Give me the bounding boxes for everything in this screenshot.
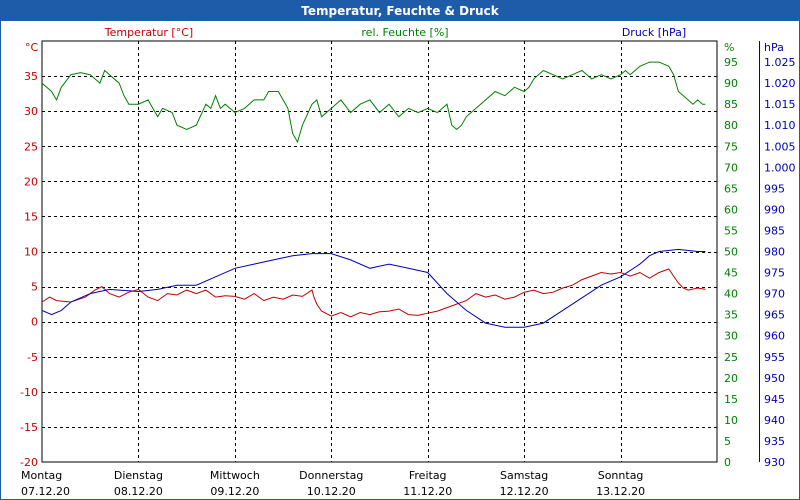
x-tick-day-label: Montag: [21, 469, 62, 482]
temperature-axis-title: Temperatur [°C]: [104, 26, 193, 39]
x-tick-day-label: Mittwoch: [210, 469, 260, 482]
humidity-tick-label: 35: [724, 309, 738, 322]
humidity-tick-label: 80: [724, 119, 738, 132]
pressure-tick-label: 990: [764, 203, 785, 216]
humidity-tick-label: 60: [724, 203, 738, 216]
pressure-tick-label: 950: [764, 372, 785, 385]
temperature-tick-label: 0: [31, 316, 38, 329]
temperature-tick-label: -15: [20, 421, 38, 434]
pressure-tick-label: 980: [764, 246, 785, 259]
x-tick-date-label: 08.12.20: [114, 485, 163, 498]
x-tick-date-label: 12.12.20: [500, 485, 549, 498]
pressure-tick-label: 1.020: [764, 77, 796, 90]
humidity-tick-label: 70: [724, 161, 738, 174]
temperature-tick-label: 30: [24, 105, 38, 118]
humidity-tick-label: 30: [724, 330, 738, 343]
pressure-tick-label: 960: [764, 330, 785, 343]
x-tick-day-label: Freitag: [409, 469, 447, 482]
pressure-tick-label: 930: [764, 456, 785, 469]
pressure-tick-label: 945: [764, 393, 785, 406]
pressure-series-line: [41, 248, 706, 328]
pressure-unit: hPa: [764, 41, 784, 54]
pressure-tick-label: 995: [764, 182, 785, 195]
pressure-tick-label: 1.015: [764, 98, 796, 111]
pressure-tick-label: 1.010: [764, 119, 796, 132]
humidity-tick-label: 65: [724, 182, 738, 195]
humidity-tick-label: 75: [724, 140, 738, 153]
x-tick-day-label: Donnerstag: [299, 469, 363, 482]
x-tick-date-label: 10.12.20: [307, 485, 356, 498]
temperature-tick-label: 15: [24, 210, 38, 223]
x-tick-date-label: 09.12.20: [210, 485, 259, 498]
temperature-tick-label: -5: [27, 351, 38, 364]
humidity-tick-label: 25: [724, 351, 738, 364]
humidity-tick-label: 55: [724, 224, 738, 237]
humidity-tick-label: 50: [724, 246, 738, 259]
temperature-tick-label: -10: [20, 386, 38, 399]
temperature-tick-label: 25: [24, 140, 38, 153]
humidity-tick-label: 5: [724, 435, 731, 448]
pressure-tick-label: 955: [764, 351, 785, 364]
pressure-tick-label: 1.005: [764, 140, 796, 153]
x-tick-day-label: Samstag: [500, 469, 548, 482]
temperature-tick-label: 35: [24, 70, 38, 83]
pressure-tick-label: 970: [764, 288, 785, 301]
temperature-tick-label: 10: [24, 246, 38, 259]
chart-labels: Temperatur [°C] rel. Feuchte [%] Druck […: [25, 26, 784, 54]
humidity-axis-title: rel. Feuchte [%]: [361, 26, 448, 39]
humidity-tick-label: 15: [724, 393, 738, 406]
pressure-tick-label: 1.025: [764, 56, 796, 69]
temperature-tick-label: 5: [31, 281, 38, 294]
pressure-axis-title: Druck [hPa]: [622, 26, 686, 39]
temperature-tick-label: -20: [20, 456, 38, 469]
plot-frame: [41, 40, 718, 463]
humidity-tick-label: 90: [724, 77, 738, 90]
pressure-tick-label: 1.000: [764, 161, 796, 174]
temperature-unit: °C: [25, 41, 39, 54]
pressure-tick-label: 935: [764, 435, 785, 448]
data-series: [41, 61, 706, 328]
pressure-tick-label: 985: [764, 224, 785, 237]
temperature-tick-label: 20: [24, 175, 38, 188]
x-tick-date-label: 13.12.20: [596, 485, 645, 498]
pressure-tick-label: 965: [764, 309, 785, 322]
pressure-tick-label: 975: [764, 267, 785, 280]
axis-tick-labels: 35302520151050-5-10-15-20959085807570656…: [20, 56, 795, 498]
x-tick-date-label: 11.12.20: [403, 485, 452, 498]
humidity-tick-label: 0: [724, 456, 731, 469]
x-tick-date-label: 07.12.20: [21, 485, 70, 498]
chart-grid: [41, 40, 760, 463]
x-tick-day-label: Dienstag: [114, 469, 163, 482]
pressure-tick-label: 940: [764, 414, 785, 427]
humidity-tick-label: 85: [724, 98, 738, 111]
humidity-tick-label: 10: [724, 414, 738, 427]
temperature-series-line: [41, 268, 706, 318]
window-title: Temperatur, Feuchte & Druck: [1, 1, 799, 21]
humidity-series-line: [41, 61, 706, 144]
humidity-tick-label: 45: [724, 267, 738, 280]
x-tick-day-label: Sonntag: [598, 469, 644, 482]
humidity-tick-label: 40: [724, 288, 738, 301]
humidity-tick-label: 95: [724, 56, 738, 69]
humidity-tick-label: 20: [724, 372, 738, 385]
humidity-unit: %: [724, 41, 734, 54]
